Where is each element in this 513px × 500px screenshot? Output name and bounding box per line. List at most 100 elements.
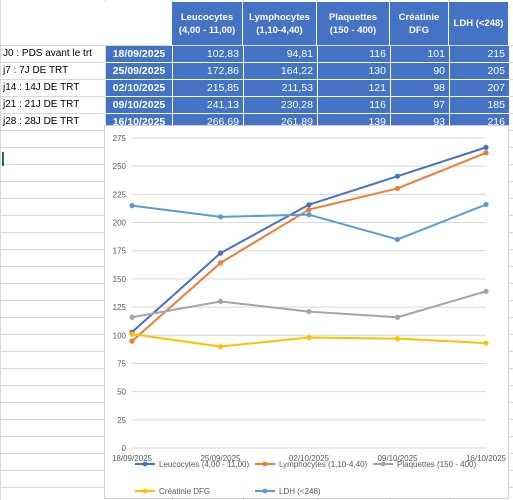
data-point bbox=[394, 236, 401, 243]
data-point bbox=[129, 203, 135, 209]
column-header-text: Créatinie DFG bbox=[399, 11, 440, 37]
y-tick-label: 250 bbox=[113, 162, 127, 171]
value-cell[interactable]: 98 bbox=[390, 80, 449, 97]
legend-marker bbox=[380, 461, 386, 467]
column-gridline bbox=[0, 0, 1, 500]
row-label[interactable]: j28 : 28J DE TRT bbox=[3, 116, 80, 127]
selection-indicator bbox=[2, 152, 4, 166]
value-cell[interactable]: 185 bbox=[449, 97, 509, 114]
date-cell[interactable]: 09/10/2025 bbox=[106, 97, 172, 114]
x-tick-label: 18/09/2025 bbox=[112, 454, 153, 463]
header-line: (150 - 400) bbox=[329, 24, 377, 36]
value-cell[interactable]: 207 bbox=[449, 80, 509, 97]
header-line: DFG bbox=[408, 24, 430, 36]
y-tick-label: 25 bbox=[117, 416, 126, 425]
data-point bbox=[483, 288, 489, 294]
data-point bbox=[306, 212, 312, 218]
value-cell[interactable]: 215 bbox=[449, 46, 509, 63]
header-blank bbox=[105, 2, 172, 45]
value-cell[interactable]: 101 bbox=[390, 46, 449, 63]
row-label[interactable]: j14 : 14J DE TRT bbox=[3, 82, 80, 93]
line-chart[interactable]: 0 25 50 75 100 125 150 175 200 225 250 275 18/09/202… bbox=[104, 125, 509, 499]
row-gridline bbox=[0, 45, 513, 46]
column-header-text: Leucocytes (4,00 - 11,00) bbox=[179, 11, 236, 37]
y-tick-label: 100 bbox=[113, 331, 127, 340]
y-tick-label: 125 bbox=[113, 303, 127, 312]
data-point bbox=[483, 340, 489, 346]
chart-canvas: 0 25 50 75 100 125 150 175 200 225 250 275 18/09/202… bbox=[112, 134, 507, 496]
column-header-text: Plaquettes (150 - 400) bbox=[329, 11, 377, 37]
x-tick-label: 09/10/2025 bbox=[377, 454, 418, 463]
legend-marker bbox=[142, 461, 148, 467]
y-tick-label: 225 bbox=[113, 190, 127, 199]
value-cell[interactable]: 116 bbox=[317, 46, 390, 63]
row-label[interactable]: j7 : 7J DE TRT bbox=[3, 65, 69, 76]
legend-marker bbox=[262, 488, 268, 494]
value-cell[interactable]: 241,13 bbox=[172, 97, 243, 114]
date-cell[interactable]: 02/10/2025 bbox=[106, 80, 172, 97]
header-line: (1,10-4,40) bbox=[256, 24, 303, 36]
x-tick-label: 25/09/2025 bbox=[200, 454, 241, 463]
header-line: Créatinie bbox=[398, 11, 440, 23]
data-point bbox=[306, 202, 312, 208]
header-line: Lymphocytes bbox=[249, 11, 310, 23]
column-header-text: LDH (<248) bbox=[454, 17, 504, 30]
value-cell[interactable]: 215,85 bbox=[172, 80, 243, 97]
row-label[interactable]: j21 : 21J DE TRT bbox=[3, 99, 80, 110]
value-cell[interactable]: 130 bbox=[317, 63, 390, 80]
date-cell[interactable]: 18/09/2025 bbox=[106, 46, 172, 63]
y-tick-label: 150 bbox=[113, 275, 127, 284]
value-cell[interactable]: 90 bbox=[390, 63, 449, 80]
y-tick-label: 0 bbox=[122, 444, 127, 453]
column-header-text: Lymphocytes (1,10-4,40) bbox=[249, 11, 310, 37]
value-cell[interactable]: 164,22 bbox=[243, 63, 317, 80]
row-label[interactable]: J0 : PDS avant le trt bbox=[3, 48, 92, 59]
value-cell[interactable]: 94,81 bbox=[243, 46, 317, 63]
header-line: LDH (<248) bbox=[453, 18, 504, 29]
column-header[interactable]: Créatinie DFG bbox=[390, 2, 449, 45]
legend-marker bbox=[262, 461, 268, 467]
date-cell[interactable]: 25/09/2025 bbox=[106, 63, 172, 80]
data-point bbox=[483, 201, 489, 208]
data-point bbox=[217, 214, 224, 220]
header-line: Plaquettes bbox=[328, 11, 378, 23]
column-header[interactable]: LDH (<248) bbox=[449, 2, 509, 45]
value-cell[interactable]: 205 bbox=[449, 63, 509, 80]
data-point bbox=[129, 338, 135, 344]
value-cell[interactable]: 121 bbox=[317, 80, 390, 97]
value-cell[interactable]: 211,53 bbox=[243, 80, 317, 97]
y-tick-label: 75 bbox=[117, 359, 126, 368]
value-cell[interactable]: 172,86 bbox=[172, 63, 243, 80]
y-tick-label: 175 bbox=[113, 247, 127, 256]
data-point bbox=[483, 144, 489, 150]
data-point bbox=[394, 314, 401, 320]
y-tick-label: 275 bbox=[113, 134, 127, 143]
data-point bbox=[129, 314, 135, 320]
legend-entry: LDH (<248) bbox=[279, 487, 321, 496]
legend-entry: Créatinie DFG bbox=[159, 487, 210, 496]
y-tick-label: 200 bbox=[113, 219, 127, 228]
column-header[interactable]: Lymphocytes (1,10-4,40) bbox=[243, 2, 317, 45]
value-cell[interactable]: 102,83 bbox=[172, 46, 243, 63]
legend-entry: Plaquettes (150 - 400) bbox=[397, 460, 476, 469]
y-tick-label: 50 bbox=[117, 388, 126, 397]
column-header[interactable]: Plaquettes (150 - 400) bbox=[317, 2, 390, 45]
column-header[interactable]: Leucocytes (4,00 - 11,00) bbox=[172, 2, 243, 45]
value-cell[interactable]: 116 bbox=[317, 97, 390, 114]
data-point bbox=[129, 331, 135, 337]
value-cell[interactable]: 230,28 bbox=[243, 97, 317, 114]
header-line: (4,00 - 11,00) bbox=[178, 24, 236, 36]
data-point bbox=[217, 343, 224, 350]
x-tick-label: 16/10/2025 bbox=[466, 454, 507, 463]
legend-marker bbox=[142, 488, 148, 494]
data-point bbox=[394, 336, 401, 342]
data-point bbox=[306, 206, 312, 213]
legend-entry: Lymphocytes (1,10-4,40) bbox=[279, 460, 368, 469]
data-point bbox=[217, 250, 224, 256]
data-point bbox=[217, 260, 224, 266]
data-point bbox=[483, 150, 489, 156]
legend-entry: Leucocytes (4,00 - 11,00) bbox=[159, 460, 249, 469]
data-point bbox=[394, 173, 401, 179]
data-point bbox=[306, 309, 312, 315]
value-cell[interactable]: 97 bbox=[390, 97, 449, 114]
